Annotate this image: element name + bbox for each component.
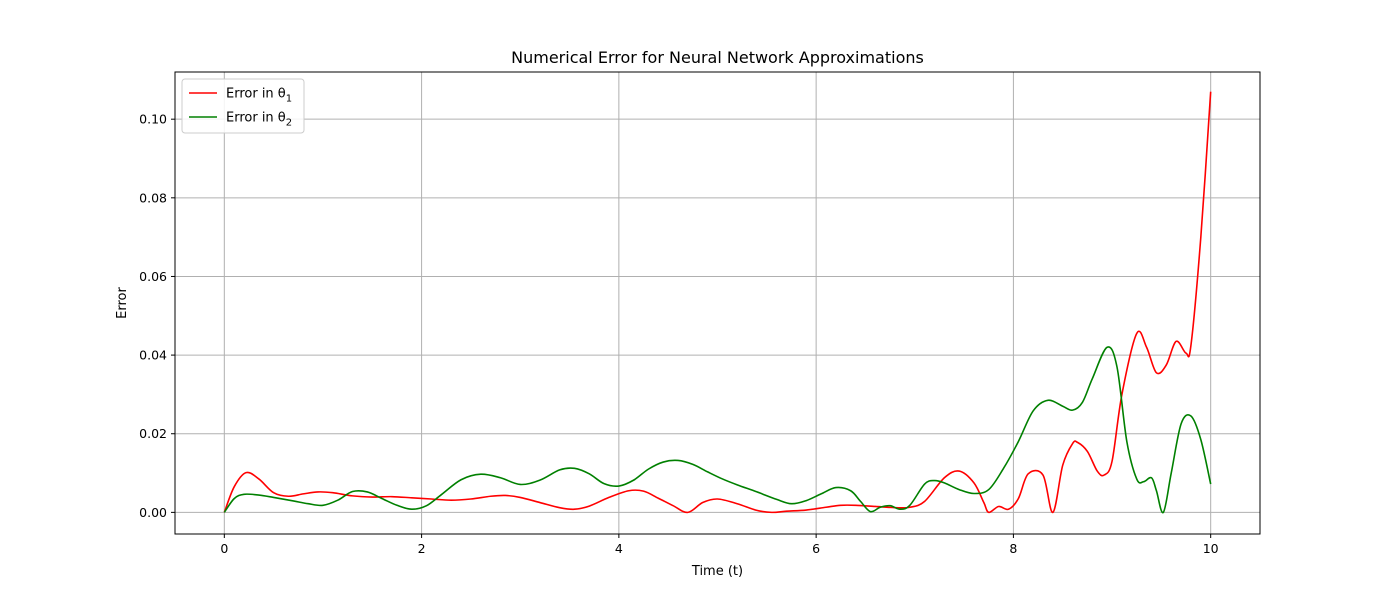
- x-axis-label: Time (t): [691, 564, 743, 579]
- grid: [175, 72, 1260, 534]
- legend-label-subscript: 2: [286, 118, 292, 129]
- x-tick-label: 6: [812, 541, 820, 556]
- y-tick-label: 0.00: [139, 505, 167, 520]
- x-tick-label: 10: [1203, 541, 1219, 556]
- legend-label-2: Error in θ2: [226, 111, 292, 129]
- y-tick-label: 0.08: [139, 190, 167, 205]
- series-line-2: [223, 346, 1212, 514]
- plot-frame: [174, 71, 1261, 535]
- x-tick-label: 2: [418, 541, 426, 556]
- series-layer: [223, 91, 1212, 514]
- series-line-1: [223, 91, 1212, 514]
- x-tick-label: 4: [615, 541, 623, 556]
- y-axis-label: Error: [115, 287, 130, 319]
- y-tick-label: 0.06: [139, 269, 167, 284]
- y-tick-label: 0.04: [139, 348, 167, 363]
- legend-label-text: Error in θ: [226, 111, 286, 126]
- y-tick-label: 0.10: [139, 112, 167, 127]
- x-tick-label: 0: [220, 541, 228, 556]
- legend-label-1: Error in θ1: [226, 87, 292, 105]
- legend-label-text: Error in θ: [226, 87, 286, 102]
- x-tick-label: 8: [1009, 541, 1017, 556]
- ticks: 0 2 4 6 8 10 0.00 0.02 0.04 0.06 0.08 0.10: [139, 112, 1219, 556]
- legend-label-subscript: 1: [286, 94, 292, 105]
- y-tick-label: 0.02: [139, 426, 167, 441]
- chart-title: Numerical Error for Neural Network Appro…: [511, 48, 924, 67]
